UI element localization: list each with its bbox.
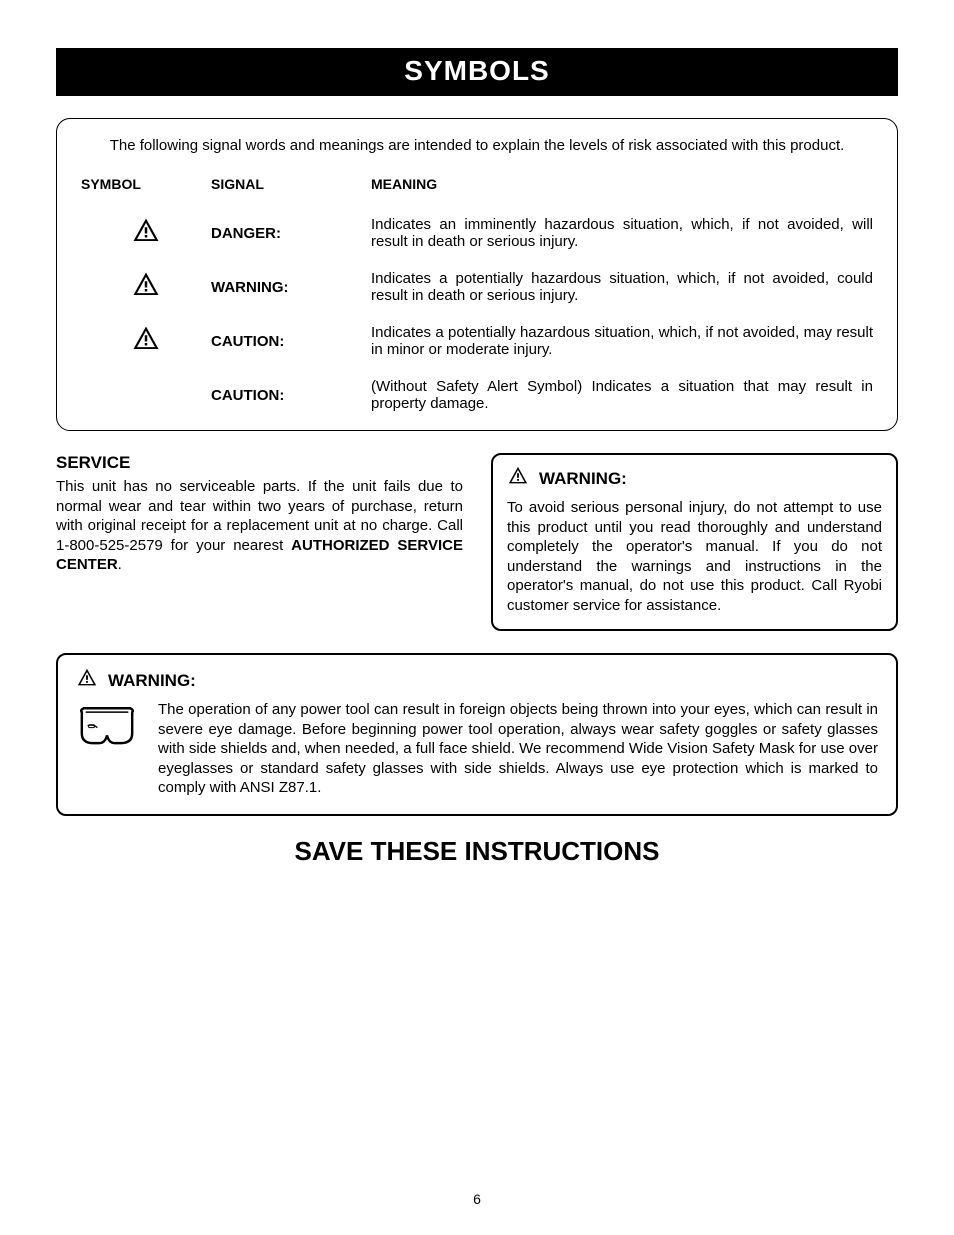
warning-label: WARNING: [539, 469, 627, 489]
alert-icon [131, 216, 161, 250]
signal-cell: DANGER: [211, 206, 371, 260]
service-body-post: . [118, 556, 122, 573]
table-header-row: SYMBOL SIGNAL MEANING [81, 176, 873, 206]
alert-icon [131, 324, 161, 358]
warning-body-wide: The operation of any power tool can resu… [158, 700, 878, 798]
section-title-bar: SYMBOLS [56, 48, 898, 96]
warning-header-wide: WARNING: [76, 667, 878, 694]
service-body: This unit has no serviceable parts. If t… [56, 477, 463, 575]
section-title: SYMBOLS [404, 55, 549, 86]
symbol-cell [81, 260, 211, 314]
signal-intro: The following signal words and meanings … [81, 137, 873, 154]
header-symbol: SYMBOL [81, 176, 211, 206]
warning-header: WARNING: [507, 465, 882, 492]
header-meaning: MEANING [371, 176, 873, 206]
signal-cell: WARNING: [211, 260, 371, 314]
save-instructions: SAVE THESE INSTRUCTIONS [56, 836, 898, 867]
symbol-cell [81, 206, 211, 260]
warning-column: WARNING: To avoid serious personal injur… [491, 453, 898, 631]
warning-wide-row: The operation of any power tool can resu… [76, 700, 878, 798]
warning-body: To avoid serious personal injury, do not… [507, 498, 882, 615]
meaning-cell: Indicates an imminently hazardous situat… [371, 206, 873, 260]
warning-box-right: WARNING: To avoid serious personal injur… [491, 453, 898, 631]
signal-words-box: The following signal words and meanings … [56, 118, 898, 431]
alert-icon [131, 270, 161, 304]
alert-icon [507, 465, 529, 492]
symbol-cell [81, 368, 211, 422]
table-row: CAUTION:(Without Safety Alert Symbol) In… [81, 368, 873, 422]
meaning-cell: Indicates a potentially hazardous situat… [371, 260, 873, 314]
symbol-cell [81, 314, 211, 368]
signal-cell: CAUTION: [211, 314, 371, 368]
warning-box-wide: WARNING: The operation of any power tool… [56, 653, 898, 816]
meaning-cell: Indicates a potentially hazardous situat… [371, 314, 873, 368]
service-column: SERVICE This unit has no serviceable par… [56, 453, 463, 631]
meaning-cell: (Without Safety Alert Symbol) Indicates … [371, 368, 873, 422]
page-number: 6 [0, 1191, 954, 1207]
table-row: CAUTION:Indicates a potentially hazardou… [81, 314, 873, 368]
goggles-icon [76, 704, 138, 752]
table-row: DANGER:Indicates an imminently hazardous… [81, 206, 873, 260]
table-row: WARNING:Indicates a potentially hazardou… [81, 260, 873, 314]
header-signal: SIGNAL [211, 176, 371, 206]
signal-table: SYMBOL SIGNAL MEANING DANGER:Indicates a… [81, 176, 873, 422]
service-heading: SERVICE [56, 453, 463, 473]
signal-cell: CAUTION: [211, 368, 371, 422]
warning-label-wide: WARNING: [108, 671, 196, 691]
two-column-section: SERVICE This unit has no serviceable par… [56, 453, 898, 631]
alert-icon [76, 667, 98, 694]
